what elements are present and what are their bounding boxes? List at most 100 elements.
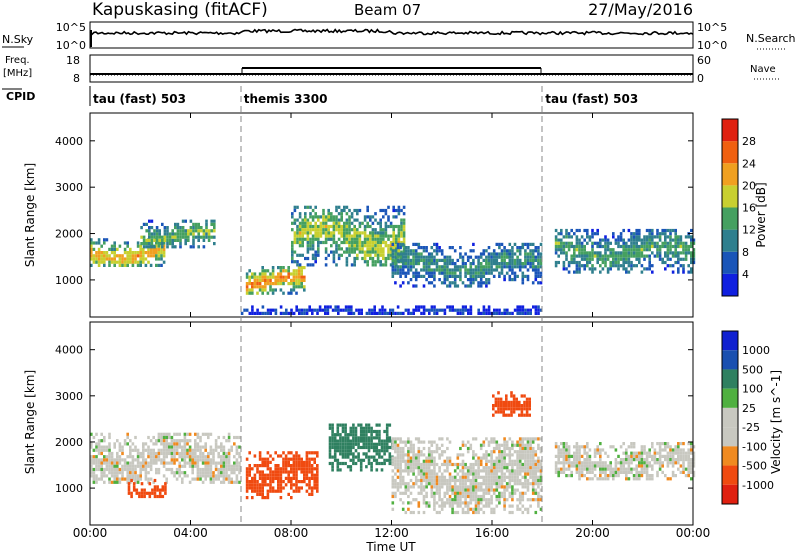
scatter-cell (358, 231, 362, 235)
scatter-cell (179, 235, 182, 239)
scatter-cell (381, 308, 384, 312)
scatter-cell (374, 228, 377, 232)
scatter-cell (217, 461, 220, 465)
scatter-cell (132, 485, 136, 489)
scatter-cell (322, 224, 325, 229)
scatter-cell (518, 456, 522, 460)
scatter-cell (516, 453, 519, 457)
scatter-cell (279, 473, 283, 477)
scatter-cell (534, 469, 538, 473)
scatter-cell (420, 246, 423, 250)
scatter-cell (384, 240, 388, 245)
scatter-cell (448, 482, 452, 486)
scatter-cell (651, 228, 654, 233)
scatter-cell (537, 504, 540, 508)
scatter-cell (350, 250, 354, 254)
scatter-cell (593, 474, 597, 478)
scatter-cell (651, 244, 654, 249)
scatter-cell (583, 445, 586, 449)
scatter-cell (430, 252, 434, 256)
scatter-cell (539, 475, 543, 479)
y-tick-label: 3000 (55, 390, 83, 403)
scatter-cell (443, 494, 447, 499)
scatter-cell (394, 443, 397, 447)
scatter-cell (118, 467, 122, 472)
scatter-cell (664, 458, 667, 462)
scatter-cell (227, 432, 231, 436)
scatter-cell (575, 451, 579, 455)
scatter-cell (103, 461, 106, 465)
scatter-cell (684, 235, 688, 239)
scatter-cell (690, 235, 693, 239)
scatter-cell (209, 461, 213, 465)
scatter-cell (389, 308, 392, 312)
scatter-cell (173, 451, 176, 456)
scatter-cell (297, 269, 301, 273)
scatter-cell (503, 258, 506, 262)
scatter-cell (121, 260, 124, 264)
scatter-cell (139, 247, 142, 251)
scatter-cell (282, 480, 285, 484)
scatter-cell (191, 471, 194, 475)
scatter-cell (466, 485, 470, 489)
scatter-cell (121, 257, 124, 261)
scatter-cell (375, 423, 379, 427)
scatter-cell (309, 263, 312, 267)
scatter-cell (118, 257, 122, 261)
scatter-cell (147, 471, 150, 475)
scatter-cell (443, 491, 447, 495)
scatter-cell (287, 291, 290, 295)
scatter-cell (567, 235, 571, 239)
scatter-cell (343, 231, 346, 235)
scatter-cell (466, 488, 470, 492)
scatter-cell (658, 254, 662, 258)
scatter-cell (630, 442, 633, 446)
scatter-cell (240, 311, 244, 315)
scatter-cell (347, 311, 350, 315)
scatter-cell (248, 275, 251, 279)
scatter-cell (401, 252, 405, 256)
scatter-cell (404, 462, 408, 467)
scatter-cell (669, 251, 672, 255)
scatter-cell (303, 470, 306, 474)
scatter-cell (399, 446, 402, 451)
scatter-cell (492, 255, 496, 259)
scatter-cell (303, 275, 306, 279)
scatter-cell (399, 242, 402, 246)
scatter-cell (420, 478, 423, 483)
scatter-cell (435, 478, 439, 483)
scatter-cell (511, 488, 514, 492)
scatter-cell (526, 466, 530, 470)
scatter-cell (295, 470, 298, 474)
scatter-cell (274, 308, 278, 312)
scatter-cell (235, 458, 239, 462)
scatter-cell (422, 453, 426, 457)
scatter-cell (430, 478, 434, 483)
scatter-cell (412, 258, 415, 262)
scatter-cell (684, 451, 688, 455)
scatter-cell (539, 478, 543, 483)
scatter-cell (508, 472, 512, 476)
scatter-cell (374, 263, 377, 267)
scatter-cell (296, 224, 299, 229)
scatter-cell (186, 432, 189, 436)
scatter-cell (391, 242, 395, 246)
scatter-cell (277, 470, 280, 474)
scatter-cell (511, 249, 514, 253)
scatter-cell (253, 275, 257, 279)
scatter-cell (459, 462, 462, 467)
scatter-cell (656, 442, 659, 446)
scatter-cell (466, 510, 470, 515)
scatter-cell (409, 258, 413, 262)
scatter-cell (427, 274, 431, 278)
scatter-cell (326, 305, 330, 309)
scatter-cell (427, 478, 431, 483)
scatter-cell (282, 275, 285, 279)
scatter-cell (518, 450, 522, 454)
scatter-cell (144, 448, 148, 452)
scatter-cell (116, 471, 119, 475)
scatter-cell (500, 459, 504, 463)
scatter-cell (617, 244, 620, 249)
scatter-cell (366, 237, 369, 241)
scatter-cell (148, 235, 151, 239)
